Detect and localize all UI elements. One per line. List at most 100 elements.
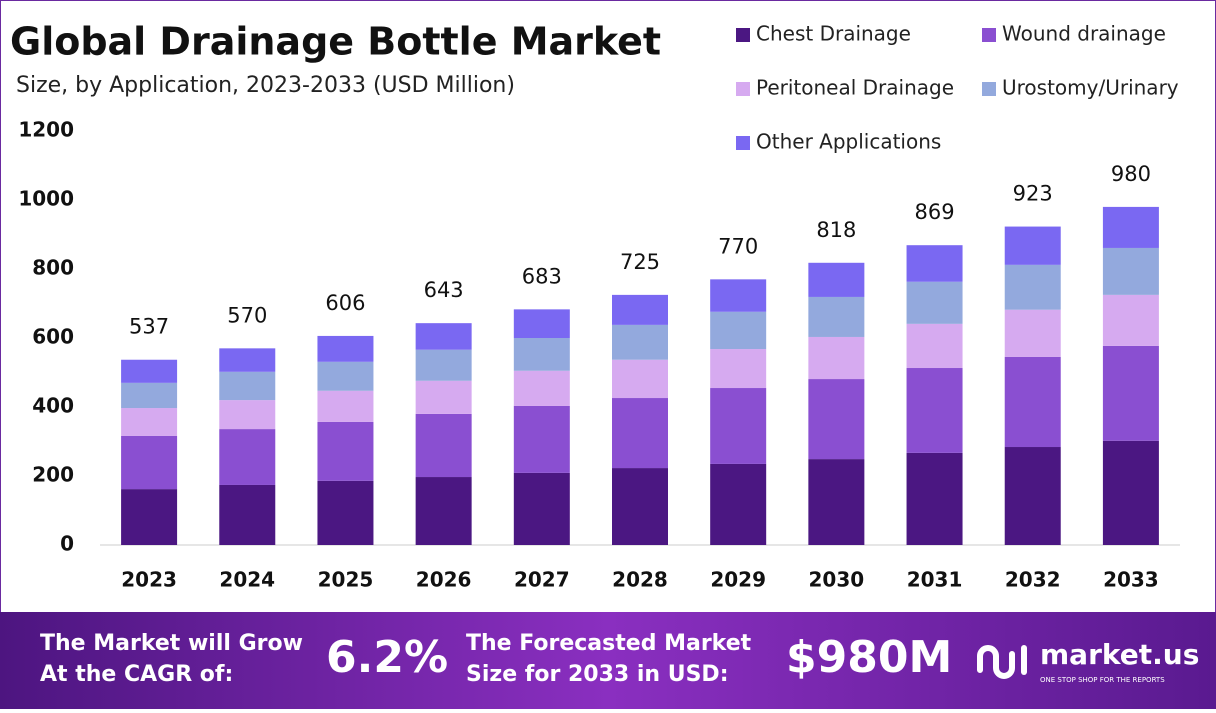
footer-text: Size for 2033 in USD: (466, 662, 729, 687)
bar-segment (219, 429, 276, 485)
legend-label: Other Applications (756, 130, 941, 154)
bar-segment (808, 379, 865, 460)
total-label: 869 (914, 200, 954, 224)
bar-segment (415, 477, 472, 545)
bar-segment (1004, 356, 1061, 448)
bar-segment (710, 349, 767, 389)
legend-swatch (736, 28, 750, 42)
bar-segment (612, 398, 668, 469)
bar-segment (415, 413, 472, 478)
bar-segment (513, 405, 570, 473)
legend-swatch (982, 82, 996, 96)
bar-segment (808, 336, 865, 380)
y-tick-label: 800 (32, 256, 74, 280)
bar-segment (219, 348, 276, 372)
bar-segment (906, 245, 963, 282)
bar-segment (906, 368, 963, 453)
bar-segment (808, 459, 865, 545)
legend-swatch (736, 136, 750, 150)
bar-segment (1102, 206, 1159, 248)
total-label: 643 (424, 278, 464, 302)
y-tick-label: 600 (32, 325, 74, 349)
bar-segment (513, 472, 570, 545)
bar-segment (612, 468, 668, 545)
x-tick-label: 2029 (710, 568, 766, 592)
bar-segment (513, 338, 570, 371)
bar-segment (219, 371, 276, 401)
legend-label: Urostomy/Urinary (1002, 76, 1179, 100)
bar-segment (121, 408, 178, 436)
bar-segment (513, 370, 570, 406)
legend-label: Chest Drainage (756, 22, 911, 46)
y-tick-label: 200 (32, 463, 74, 487)
bar-segment (219, 484, 276, 545)
bar-segment (317, 361, 374, 391)
y-tick-label: 0 (60, 532, 74, 556)
legend-swatch (736, 82, 750, 96)
x-tick-label: 2025 (318, 568, 374, 592)
total-label: 683 (522, 264, 562, 288)
bar-segment (121, 359, 178, 383)
bar-segment (415, 349, 472, 381)
legend-label: Peritoneal Drainage (756, 76, 954, 100)
total-label: 980 (1111, 162, 1151, 186)
bar-segment (1102, 294, 1159, 346)
bar-segment (415, 323, 472, 350)
x-tick-label: 2030 (809, 568, 865, 592)
bar-segment (612, 324, 668, 360)
bar-segment (710, 279, 767, 312)
total-label: 570 (227, 303, 267, 327)
chart-title: Global Drainage Bottle Market (10, 20, 661, 64)
bar-segment (612, 294, 668, 325)
bar-segment (906, 323, 963, 369)
x-tick-label: 2024 (219, 568, 275, 592)
brand-name: market.us (1040, 638, 1199, 671)
footer-text: At the CAGR of: (40, 662, 233, 687)
chart-subtitle: Size, by Application, 2023-2033 (USD Mil… (16, 73, 515, 98)
bar-segment (415, 380, 472, 414)
bar-segment (710, 311, 767, 350)
bar-segment (121, 489, 178, 545)
bar-segment (1004, 264, 1061, 310)
bar-segment (612, 359, 668, 399)
x-tick-label: 2031 (907, 568, 963, 592)
x-tick-label: 2028 (612, 568, 668, 592)
bar-segment (121, 435, 178, 490)
bar-segment (219, 400, 276, 430)
bar-segment (1102, 247, 1159, 295)
legend-label: Wound drainage (1002, 22, 1166, 46)
x-tick-label: 2027 (514, 568, 570, 592)
bar-segment (317, 390, 374, 422)
bar-segment (1004, 447, 1061, 545)
bar-segment (710, 388, 767, 464)
x-tick-label: 2033 (1103, 568, 1159, 592)
footer-banner (0, 612, 1216, 709)
y-tick-label: 400 (32, 394, 74, 418)
y-tick-label: 1000 (18, 187, 74, 211)
bar-segment (317, 480, 374, 545)
footer-value: 6.2% (326, 632, 448, 683)
bar-segment (1004, 309, 1061, 357)
total-label: 770 (718, 234, 758, 258)
bar-segment (906, 281, 963, 324)
brand-tagline: ONE STOP SHOP FOR THE REPORTS (1040, 676, 1165, 684)
bar-segment (808, 262, 865, 297)
x-tick-label: 2032 (1005, 568, 1061, 592)
footer-text: The Market will Grow (40, 631, 303, 656)
x-tick-label: 2023 (121, 568, 177, 592)
x-tick-label: 2026 (416, 568, 472, 592)
footer-text: The Forecasted Market (466, 631, 752, 656)
bar-segment (317, 335, 374, 362)
bar-segment (1004, 226, 1061, 265)
bar-segment (121, 382, 178, 409)
brand-logo (977, 645, 1027, 679)
total-label: 606 (325, 291, 365, 315)
bar-segment (808, 296, 865, 337)
legend-swatch (982, 28, 996, 42)
bar-segment (1102, 345, 1159, 441)
bar-segment (513, 309, 570, 338)
bar-segment (317, 421, 374, 481)
total-label: 537 (129, 315, 169, 339)
